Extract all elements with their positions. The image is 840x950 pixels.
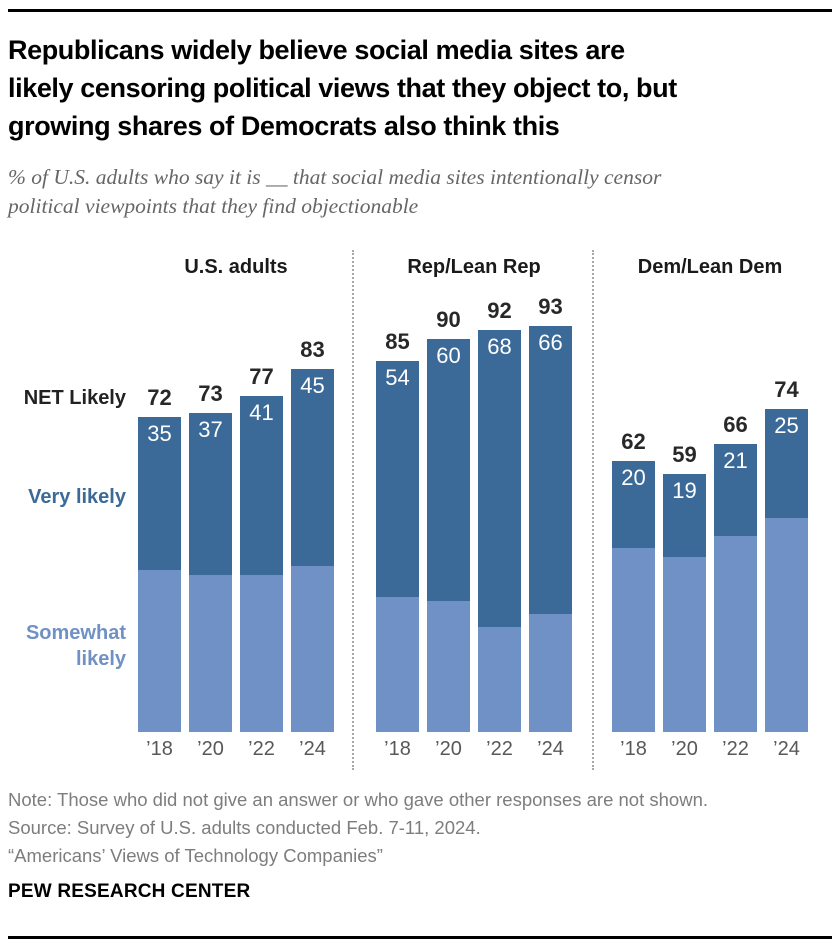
very-likely-label: Very likely bbox=[28, 486, 126, 508]
bar-u-s-adults-20: 37 bbox=[189, 413, 232, 732]
bar-segment-very-likely: 20 bbox=[612, 461, 655, 548]
stacked-bar-chart: NET Likely Very likely Somewhat likely U… bbox=[0, 248, 840, 780]
year-axis-label: ’24 bbox=[299, 738, 326, 760]
panel-divider bbox=[352, 250, 354, 770]
bar-u-s-adults-22: 41 bbox=[240, 396, 283, 732]
bar-segment-somewhat-likely bbox=[478, 627, 521, 732]
bar-segment-very-likely: 66 bbox=[529, 326, 572, 614]
subtitle-line: % of U.S. adults who say it is __ that s… bbox=[8, 165, 662, 189]
net-value-label: 66 bbox=[723, 412, 748, 437]
net-value-label: 74 bbox=[774, 377, 799, 402]
bar-rep-lean-rep-18: 54 bbox=[376, 361, 419, 732]
net-value-label: 62 bbox=[621, 429, 646, 454]
year-axis-label: ’20 bbox=[671, 738, 698, 760]
very-likely-value-label: 66 bbox=[538, 330, 563, 355]
very-likely-value-label: 37 bbox=[198, 417, 223, 442]
bar-u-s-adults-18: 35 bbox=[138, 417, 181, 732]
somewhat-likely-label: Somewhat likely bbox=[25, 622, 126, 670]
title-line: likely censoring political views that th… bbox=[8, 73, 677, 103]
net-likely-label: NET Likely bbox=[23, 387, 126, 409]
net-value-label: 92 bbox=[487, 298, 512, 323]
bar-segment-somewhat-likely bbox=[138, 570, 181, 732]
net-value-label: 77 bbox=[249, 364, 274, 389]
very-likely-value-label: 20 bbox=[621, 465, 646, 490]
bar-segment-very-likely: 54 bbox=[376, 361, 419, 597]
net-value-label: 93 bbox=[538, 294, 563, 319]
bar-segment-very-likely: 45 bbox=[291, 369, 334, 566]
bar-segment-somewhat-likely bbox=[291, 566, 334, 732]
study-title: “Americans’ Views of Technology Companie… bbox=[8, 845, 383, 866]
year-axis-label: ’18 bbox=[620, 738, 647, 760]
bar-segment-somewhat-likely bbox=[663, 557, 706, 732]
bar-segment-somewhat-likely bbox=[427, 601, 470, 732]
panel-header: Dem/Lean Dem bbox=[637, 256, 783, 278]
bar-dem-lean-dem-22: 21 bbox=[714, 444, 757, 732]
bar-dem-lean-dem-24: 25 bbox=[765, 409, 808, 732]
bar-segment-somewhat-likely bbox=[240, 575, 283, 732]
net-value-label: 90 bbox=[436, 307, 461, 332]
year-axis-label: ’22 bbox=[486, 738, 513, 760]
very-likely-value-label: 68 bbox=[487, 334, 512, 359]
source-text: Source: Survey of U.S. adults conducted … bbox=[8, 817, 481, 838]
title-line: growing shares of Democrats also think t… bbox=[8, 111, 560, 141]
top-divider bbox=[8, 9, 832, 12]
net-value-label: 85 bbox=[385, 329, 410, 354]
bar-dem-lean-dem-20: 19 bbox=[663, 474, 706, 732]
bar-segment-very-likely: 25 bbox=[765, 409, 808, 518]
very-likely-value-label: 60 bbox=[436, 343, 461, 368]
bar-rep-lean-rep-24: 66 bbox=[529, 326, 572, 732]
bar-rep-lean-rep-20: 60 bbox=[427, 339, 470, 732]
year-axis-label: ’22 bbox=[722, 738, 749, 760]
net-value-label: 83 bbox=[300, 337, 325, 362]
year-axis-label: ’20 bbox=[435, 738, 462, 760]
net-value-label: 59 bbox=[672, 442, 697, 467]
bar-segment-somewhat-likely bbox=[189, 575, 232, 732]
year-axis-label: ’18 bbox=[384, 738, 411, 760]
bar-segment-somewhat-likely bbox=[714, 536, 757, 732]
bar-segment-somewhat-likely bbox=[376, 597, 419, 732]
very-likely-value-label: 19 bbox=[672, 478, 697, 503]
very-likely-value-label: 45 bbox=[300, 373, 325, 398]
bar-segment-very-likely: 37 bbox=[189, 413, 232, 575]
bar-segment-somewhat-likely bbox=[765, 518, 808, 732]
very-likely-value-label: 54 bbox=[385, 365, 410, 390]
very-likely-value-label: 35 bbox=[147, 421, 172, 446]
year-axis-label: ’22 bbox=[248, 738, 275, 760]
bar-dem-lean-dem-18: 20 bbox=[612, 461, 655, 732]
page-title: Republicans widely believe social media … bbox=[8, 31, 836, 145]
year-axis-label: ’20 bbox=[197, 738, 224, 760]
bar-segment-very-likely: 19 bbox=[663, 474, 706, 557]
subtitle-line: political viewpoints that they find obje… bbox=[8, 194, 419, 218]
year-axis-label: ’18 bbox=[146, 738, 173, 760]
net-value-label: 72 bbox=[147, 385, 172, 410]
very-likely-value-label: 41 bbox=[249, 400, 274, 425]
year-axis-label: ’24 bbox=[537, 738, 564, 760]
bar-segment-very-likely: 35 bbox=[138, 417, 181, 570]
net-value-label: 73 bbox=[198, 381, 223, 406]
bar-segment-somewhat-likely bbox=[612, 548, 655, 732]
bar-segment-somewhat-likely bbox=[529, 614, 572, 732]
panel-divider bbox=[592, 250, 594, 770]
year-axis-label: ’24 bbox=[773, 738, 800, 760]
chart-subtitle: % of U.S. adults who say it is __ that s… bbox=[8, 163, 828, 221]
bar-rep-lean-rep-22: 68 bbox=[478, 330, 521, 732]
title-line: Republicans widely believe social media … bbox=[8, 35, 625, 65]
bottom-divider bbox=[8, 936, 832, 939]
bar-segment-very-likely: 21 bbox=[714, 444, 757, 536]
bar-segment-very-likely: 41 bbox=[240, 396, 283, 575]
bar-u-s-adults-24: 45 bbox=[291, 369, 334, 732]
panel-header: Rep/Lean Rep bbox=[407, 256, 541, 278]
very-likely-value-label: 21 bbox=[723, 448, 748, 473]
bar-segment-very-likely: 68 bbox=[478, 330, 521, 627]
panel-header: U.S. adults bbox=[184, 256, 288, 278]
very-likely-value-label: 25 bbox=[774, 413, 799, 438]
note-text: Note: Those who did not give an answer o… bbox=[8, 789, 708, 810]
brand-label: PEW RESEARCH CENTER bbox=[8, 881, 251, 902]
bar-segment-very-likely: 60 bbox=[427, 339, 470, 601]
